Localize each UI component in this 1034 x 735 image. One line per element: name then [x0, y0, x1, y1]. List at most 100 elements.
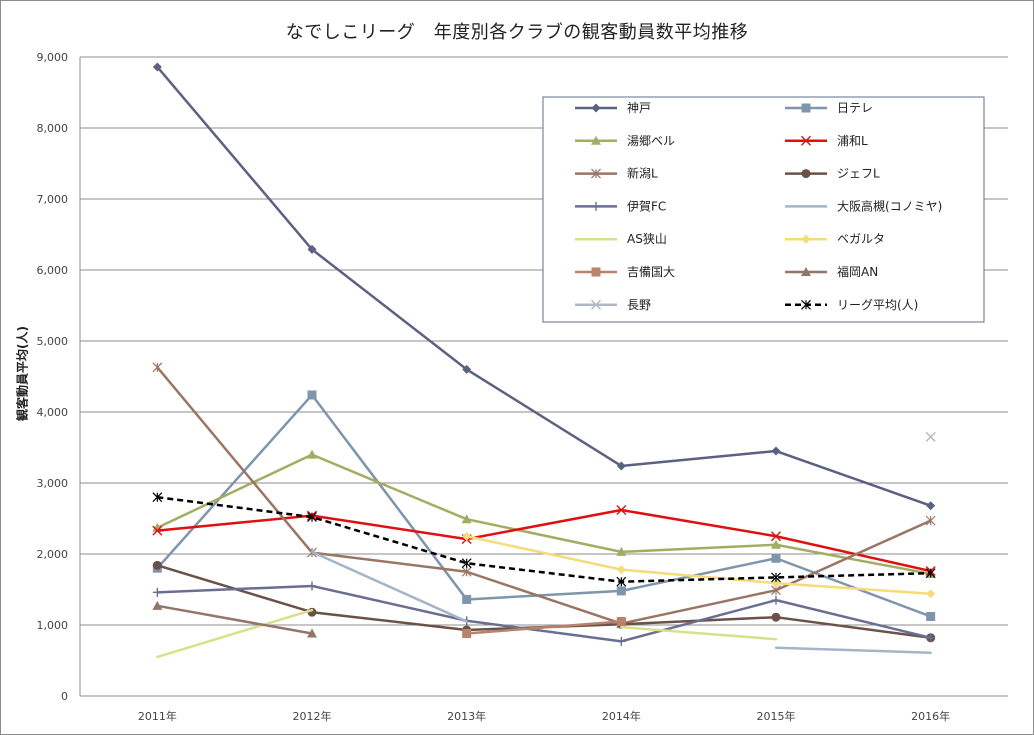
data-point — [307, 628, 317, 638]
data-point — [926, 611, 936, 621]
legend-item: 神戸 — [575, 101, 651, 115]
data-point — [771, 578, 781, 588]
data-point — [462, 531, 472, 541]
legend-marker — [801, 103, 811, 113]
legend-item: 吉備国大 — [575, 264, 675, 279]
y-tick-label: 3,000 — [37, 477, 69, 490]
data-point — [774, 646, 778, 649]
series-3 — [152, 504, 936, 577]
legend-label: 浦和L — [837, 134, 868, 148]
series-line — [157, 604, 313, 635]
data-point — [310, 608, 314, 612]
y-tick-label: 0 — [61, 690, 68, 703]
series-line — [466, 620, 622, 635]
data-point — [616, 576, 627, 587]
legend-label: 吉備国大 — [627, 264, 675, 279]
legend-item: 伊賀FC — [575, 199, 666, 213]
legend-item: 浦和L — [785, 134, 868, 148]
data-point — [152, 587, 162, 597]
data-point — [771, 531, 781, 542]
legend-marker — [801, 267, 811, 276]
data-point — [926, 633, 936, 643]
data-point — [771, 595, 781, 605]
data-point — [616, 636, 626, 646]
chart-title: なでしこリーグ 年度別各クラブの観客動員数平均推移 — [285, 22, 749, 43]
series-8 — [156, 608, 778, 659]
x-tick-label: 2015年 — [757, 709, 796, 723]
data-point — [771, 539, 781, 549]
series-13 — [152, 492, 936, 587]
data-point — [152, 62, 162, 72]
y-tick-label: 8,000 — [37, 122, 69, 135]
legend-label: 大阪高槻(コノミヤ) — [837, 198, 942, 213]
x-tick-label: 2013年 — [447, 709, 486, 723]
data-point — [307, 512, 317, 523]
y-tick-label: 4,000 — [37, 406, 69, 419]
series-10 — [462, 616, 626, 639]
legend-label: 湯郷ベル — [627, 134, 675, 148]
data-point — [926, 501, 936, 511]
series-9 — [462, 531, 936, 599]
y-tick-label: 2,000 — [37, 548, 69, 561]
series-line — [311, 550, 468, 623]
data-point — [461, 514, 472, 524]
legend-label: リーグ平均(人) — [837, 298, 918, 312]
data-point — [616, 546, 627, 556]
legend-marker — [801, 234, 811, 244]
legend-item: 福岡AN — [785, 264, 878, 279]
series-11 — [152, 600, 317, 638]
data-point — [616, 504, 627, 515]
data-point — [465, 620, 468, 623]
data-point — [925, 431, 936, 442]
y-tick-label: 9,000 — [37, 51, 69, 64]
data-point — [925, 515, 936, 526]
legend-label: AS狭山 — [627, 232, 667, 246]
x-tick-label: 2016年 — [911, 709, 950, 723]
y-tick-label: 7,000 — [37, 193, 69, 206]
series-line — [156, 366, 932, 625]
data-point — [307, 390, 317, 400]
legend-item: リーグ平均(人) — [785, 298, 918, 312]
series-2 — [152, 449, 936, 578]
legend-label: ジェフL — [837, 167, 880, 181]
series-layer — [152, 62, 936, 659]
legend-marker — [801, 299, 811, 310]
data-point — [310, 550, 314, 554]
axis-layer: 0 1,000 2,000 3,000 4,000 5,000 6,000 7,000 8,00… — [37, 51, 1008, 723]
data-point — [616, 461, 626, 471]
legend-label: ベガルタ — [837, 232, 885, 246]
legend-label: 日テレ — [837, 101, 873, 115]
data-point — [462, 594, 472, 604]
series-line — [157, 495, 931, 583]
data-point — [152, 600, 163, 610]
series-line — [156, 453, 931, 576]
data-point — [620, 625, 623, 629]
legend-item: ジェフL — [785, 167, 880, 181]
data-point — [461, 566, 472, 577]
series-line — [466, 535, 931, 596]
legend-item: 長野 — [575, 298, 651, 312]
legend-label: 福岡AN — [837, 264, 878, 279]
x-tick-label: 2014年 — [602, 709, 641, 723]
data-point — [152, 492, 163, 503]
data-point — [774, 638, 778, 641]
data-point — [771, 553, 781, 563]
data-point — [156, 655, 159, 659]
legend-marker — [801, 169, 811, 179]
legend-item: AS狭山 — [575, 232, 667, 246]
legend-marker — [801, 135, 811, 146]
legend-marker — [591, 299, 601, 310]
series-line — [156, 66, 932, 507]
data-point — [616, 586, 626, 596]
data-point — [462, 629, 472, 639]
data-point — [152, 362, 163, 373]
legend-label: 長野 — [627, 298, 651, 312]
legend-marker — [591, 168, 601, 179]
legend-label: 新潟L — [627, 166, 658, 181]
legend-marker — [591, 103, 601, 113]
legend-marker — [591, 135, 601, 145]
series-7 — [310, 550, 932, 654]
legend-label: 伊賀FC — [627, 199, 666, 213]
